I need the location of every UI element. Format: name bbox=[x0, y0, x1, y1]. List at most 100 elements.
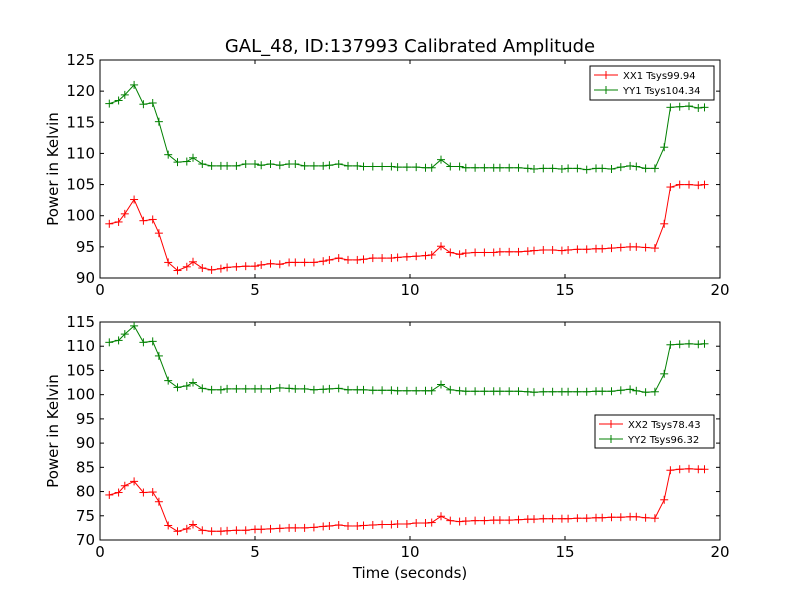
data-point bbox=[505, 516, 514, 525]
data-point bbox=[660, 143, 669, 152]
data-point bbox=[241, 160, 250, 169]
data-point bbox=[232, 161, 241, 170]
y-tick-label: 115 bbox=[66, 113, 95, 131]
data-point bbox=[257, 384, 266, 393]
legend-label: YY1 Tsys104.34 bbox=[622, 86, 701, 97]
data-point bbox=[694, 103, 703, 112]
data-point bbox=[530, 165, 538, 173]
data-point bbox=[300, 523, 309, 532]
data-point bbox=[650, 387, 659, 396]
data-point bbox=[598, 164, 607, 173]
data-point bbox=[114, 217, 123, 226]
data-point bbox=[359, 385, 368, 394]
x-tick-label: 0 bbox=[95, 543, 105, 561]
data-point bbox=[461, 163, 470, 172]
data-point bbox=[412, 519, 421, 528]
x-tick-label: 10 bbox=[400, 281, 419, 299]
data-point bbox=[412, 163, 421, 172]
data-point bbox=[154, 351, 163, 360]
data-point bbox=[266, 259, 275, 268]
top-plot: 0 5 10 15 20 90 95 100 105 110 115 120 125 Power in K… bbox=[44, 51, 730, 299]
y-tick-label: 75 bbox=[76, 507, 95, 525]
data-point bbox=[359, 255, 368, 264]
data-point bbox=[641, 164, 650, 173]
data-point bbox=[154, 229, 163, 238]
y-axis-label: Power in Kelvin bbox=[44, 112, 62, 226]
data-point bbox=[437, 242, 445, 251]
data-point bbox=[148, 337, 157, 346]
data-point bbox=[437, 380, 445, 389]
data-point bbox=[105, 490, 114, 499]
data-point bbox=[105, 99, 114, 108]
data-point bbox=[641, 243, 650, 252]
data-point bbox=[427, 250, 436, 259]
legend-label: XX2 Tsys78.43 bbox=[628, 420, 701, 431]
y-tick-label: 90 bbox=[76, 269, 95, 287]
data-point bbox=[700, 180, 709, 189]
data-point bbox=[173, 527, 182, 536]
data-point bbox=[387, 254, 396, 263]
data-point bbox=[616, 386, 625, 395]
data-point bbox=[105, 219, 114, 228]
data-point bbox=[471, 163, 480, 172]
data-point bbox=[114, 96, 123, 105]
y-tick-label: 125 bbox=[66, 51, 95, 69]
data-point bbox=[139, 100, 148, 109]
data-point bbox=[523, 247, 532, 256]
data-point bbox=[378, 162, 387, 171]
data-point bbox=[148, 98, 157, 107]
data-point bbox=[495, 163, 504, 172]
data-point bbox=[393, 253, 402, 262]
data-point bbox=[666, 103, 675, 112]
data-point bbox=[455, 250, 464, 259]
data-point bbox=[564, 387, 573, 396]
y-tick-label: 120 bbox=[66, 82, 95, 100]
x-tick-label: 20 bbox=[710, 281, 729, 299]
data-point bbox=[189, 153, 197, 162]
y-tick-label: 90 bbox=[76, 434, 95, 452]
data-point bbox=[223, 526, 232, 535]
data-point bbox=[232, 384, 241, 393]
data-point bbox=[412, 386, 421, 395]
data-point bbox=[539, 164, 548, 173]
data-point bbox=[666, 340, 675, 349]
x-tick-label: 10 bbox=[400, 543, 419, 561]
data-point bbox=[598, 387, 607, 396]
data-point bbox=[368, 162, 377, 171]
data-point bbox=[548, 387, 557, 396]
data-point bbox=[130, 477, 139, 486]
data-point bbox=[480, 516, 489, 525]
data-point bbox=[275, 161, 284, 170]
data-point bbox=[120, 481, 129, 490]
data-point bbox=[266, 160, 275, 169]
data-point bbox=[626, 385, 635, 394]
data-point bbox=[685, 180, 693, 189]
data-point bbox=[148, 215, 157, 224]
data-point bbox=[207, 385, 216, 394]
data-point bbox=[446, 248, 455, 257]
data-point bbox=[598, 244, 607, 253]
y-tick-label: 80 bbox=[76, 483, 95, 501]
data-point bbox=[514, 387, 523, 396]
data-point bbox=[523, 164, 532, 173]
data-point bbox=[573, 164, 582, 173]
data-point bbox=[257, 525, 266, 534]
data-point bbox=[607, 244, 616, 253]
data-point bbox=[309, 523, 318, 532]
data-point bbox=[685, 464, 693, 473]
y-tick-label: 110 bbox=[66, 337, 95, 355]
data-point bbox=[275, 383, 284, 392]
data-point bbox=[694, 181, 703, 190]
data-point bbox=[607, 387, 616, 396]
data-point bbox=[495, 516, 504, 525]
y-tick-label: 100 bbox=[66, 386, 95, 404]
data-point bbox=[446, 385, 455, 394]
data-point bbox=[378, 520, 387, 529]
data-point bbox=[437, 155, 445, 164]
data-point bbox=[402, 520, 411, 529]
y-tick-label: 70 bbox=[76, 531, 95, 549]
data-point bbox=[334, 520, 343, 529]
data-point bbox=[402, 252, 411, 261]
data-point bbox=[675, 180, 684, 189]
